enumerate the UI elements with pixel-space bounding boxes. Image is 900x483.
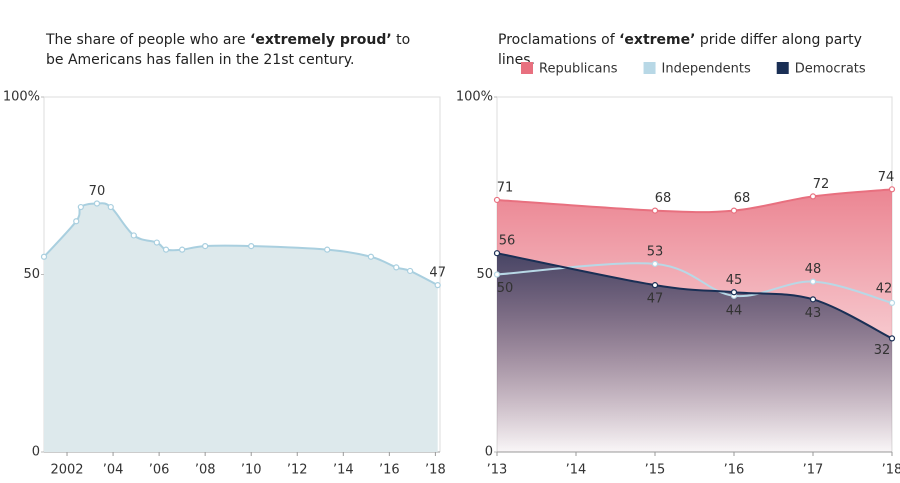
data-label: 56 — [499, 234, 516, 249]
point — [77, 203, 84, 211]
point — [651, 260, 659, 267]
y-tick-label: 100% — [456, 90, 493, 105]
point — [248, 243, 255, 250]
legend-label: Democrats — [795, 62, 866, 77]
x-tick-label: ’10 — [241, 463, 262, 478]
data-label: 50 — [497, 281, 514, 296]
point — [651, 207, 659, 214]
point — [324, 246, 331, 253]
x-tick-label: ’18 — [425, 463, 446, 478]
x-tick-label: ’16 — [379, 463, 400, 478]
point — [809, 296, 817, 303]
data-label: 68 — [655, 191, 672, 206]
data-label: 47 — [429, 266, 446, 281]
point — [107, 203, 114, 211]
data-label: 48 — [805, 262, 822, 277]
point — [809, 278, 817, 285]
legend-swatch — [521, 62, 533, 74]
chart-title: Proclamations of ‘extreme’ pride differ … — [498, 30, 898, 70]
x-tick-label: ’13 — [487, 463, 508, 478]
title-run: ‘extremely proud’ — [250, 32, 392, 48]
point — [162, 246, 170, 253]
y-tick-label: 0 — [485, 445, 493, 460]
title-run: ‘extreme’ — [619, 32, 696, 48]
legend-label: Independents — [662, 62, 751, 77]
point — [393, 264, 400, 271]
point — [493, 271, 501, 278]
data-label: 53 — [647, 244, 664, 259]
data-label: 70 — [89, 184, 106, 199]
area — [497, 253, 892, 452]
point — [130, 232, 137, 239]
point — [888, 186, 896, 193]
y-tick-label: 0 — [32, 445, 40, 460]
point — [651, 282, 659, 289]
data-label: 32 — [874, 343, 891, 358]
point — [888, 335, 896, 342]
point — [809, 193, 817, 200]
area — [44, 203, 438, 452]
chart-title: The share of people who are ‘extremely p… — [46, 30, 426, 70]
point — [179, 246, 186, 253]
y-tick-label: 50 — [476, 267, 493, 282]
data-label: 47 — [647, 292, 664, 307]
x-tick-label: ’08 — [195, 463, 216, 478]
point — [730, 289, 738, 296]
x-tick-label: ’04 — [103, 463, 124, 478]
line — [496, 188, 893, 214]
point — [888, 299, 896, 306]
line — [496, 262, 893, 304]
data-label: 74 — [878, 170, 895, 185]
legend-swatch — [776, 62, 789, 74]
x-tick-label: 2002 — [50, 463, 83, 478]
data-label: 43 — [805, 306, 822, 321]
point — [493, 196, 501, 204]
line — [43, 202, 439, 287]
y-tick-label: 50 — [23, 267, 40, 282]
y-tick-label: 100% — [3, 90, 40, 105]
x-tick-label: ’06 — [149, 463, 170, 478]
title-run: Proclamations of — [498, 32, 620, 48]
x-tick-label: ’14 — [333, 463, 354, 478]
point — [202, 243, 209, 250]
data-label: 44 — [726, 303, 743, 318]
title-run: to be Americans has fallen in the 21st c… — [46, 32, 411, 68]
legend-label: Republicans — [539, 62, 618, 77]
point — [40, 253, 48, 260]
data-label: 71 — [497, 180, 514, 195]
point — [153, 239, 160, 246]
title-run: The share of people who are — [46, 32, 251, 48]
point — [73, 218, 80, 225]
point — [93, 200, 101, 207]
x-tick-label: ’15 — [645, 463, 666, 478]
data-label: 42 — [876, 281, 893, 296]
point — [730, 207, 738, 214]
x-tick-label: ’18 — [882, 463, 900, 478]
x-tick-label: ’17 — [803, 463, 824, 478]
x-tick-label: ’14 — [566, 463, 587, 478]
point — [406, 267, 414, 275]
legend-swatch — [643, 62, 656, 74]
x-tick-label: ’16 — [724, 463, 745, 478]
data-label: 68 — [734, 191, 751, 206]
point — [367, 253, 375, 260]
point — [434, 282, 441, 289]
x-tick-label: ’12 — [287, 463, 308, 478]
point — [493, 250, 501, 257]
data-label: 45 — [726, 273, 743, 288]
data-label: 72 — [813, 177, 830, 192]
line — [496, 252, 893, 340]
